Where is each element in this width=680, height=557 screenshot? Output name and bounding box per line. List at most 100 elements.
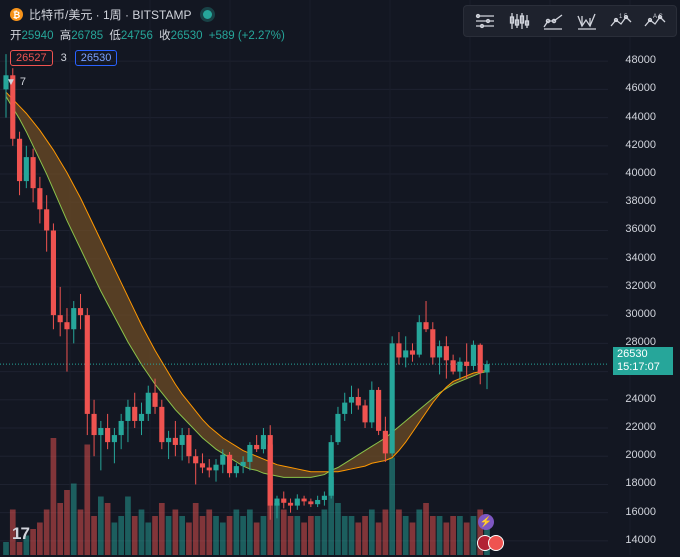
volume-bar [341,516,348,555]
volume-bar [152,516,158,555]
price-axis-tick: 40000 [625,167,656,180]
candle-body [450,360,456,372]
close-value: 26530 [170,30,203,42]
volume-bar [91,516,97,555]
flash-icon[interactable]: ⚡ [478,514,494,530]
candle-body [308,501,314,505]
candle-body [226,454,233,474]
volume-bar [423,503,429,555]
buy-button[interactable]: 26530 [74,50,118,66]
volume-bar [3,542,9,555]
candle-body [376,389,382,431]
bars-icon[interactable] [472,10,498,32]
candle-body [145,392,151,414]
ohlc-legend: 开25940 高26785 低24756 收26530 +589 (+2.27%… [10,27,288,43]
candle-body [382,430,388,454]
candle-body [287,502,294,506]
candle-body [403,350,409,358]
volume-bar [396,509,402,555]
candle-body [105,428,111,443]
volume-bar [436,516,443,555]
volume-bar [172,509,179,555]
price-axis-tick: 44000 [625,110,656,123]
candle-body [267,435,273,506]
volume-bar [138,509,145,555]
volume-bar [118,516,125,555]
volume-bar [9,509,16,555]
line-icon[interactable] [540,10,566,32]
event-flag-icon[interactable] [488,535,504,551]
volume-bar [43,509,50,555]
volume-bar [219,522,226,555]
tradingview-logo[interactable]: 17 [12,524,30,543]
open-label: 开 [10,30,22,42]
candle-body [281,498,287,503]
candle-body [328,442,334,496]
sell-button[interactable]: 26527 [10,50,53,66]
price-axis-tick: 34000 [625,251,656,264]
chevron-down-icon: ▼ [6,76,16,88]
candle-body [254,444,260,450]
indicators-toggle[interactable]: ▼ 7 [6,76,26,88]
volume-bar [186,522,192,555]
candle-body [484,364,490,373]
low-label: 低 [109,30,121,42]
volume-bar [463,522,470,555]
candle-body [64,322,70,330]
step-icon[interactable]: A C [642,10,668,32]
volume-bar [348,516,355,555]
volume-bar [37,522,43,555]
candle-body [321,495,327,500]
price-axis-tick: 36000 [625,223,656,236]
svg-text:A C: A C [653,14,663,20]
volume-bar [57,503,64,555]
candle-body [240,461,246,467]
hlc-icon[interactable] [574,10,600,32]
candle-body [443,346,449,361]
price-axis-tick: 18000 [625,477,656,490]
price-axis-tick: 16000 [625,505,656,518]
candle-body [91,413,97,436]
candle-body [294,498,300,506]
candle-body [342,402,348,414]
candle-body [396,343,402,358]
volume-bar [30,529,36,555]
high-value: 26785 [71,30,104,42]
area-icon[interactable]: 1 5 [608,10,634,32]
candle-body [166,437,172,443]
volume-bar [457,516,463,555]
candle-body [477,344,483,373]
volume-bar [125,496,131,555]
candle-body [457,361,463,372]
volume-bar [355,522,362,555]
candle-body [416,322,422,355]
candle-body [159,406,165,443]
volume-bar [321,509,328,555]
volume-bar [179,516,185,555]
volume-bar [450,516,456,555]
candle-body [57,315,63,323]
volume-bar [165,516,172,555]
volume-bar [97,496,104,555]
candle-body [389,343,395,454]
volume-bar [375,522,382,555]
candle-body [464,361,470,366]
candles-icon[interactable] [506,10,532,32]
volume-bar [158,503,165,555]
chart-type-toolbar: 1 5 A C [463,5,677,37]
candle-body [10,75,16,139]
last-price-value: 26530 [617,348,648,360]
candle-body [348,396,355,403]
symbol-title[interactable]: 比特币/美元 · 1周 · BITSTAMP [29,8,192,22]
price-axis-tick: 28000 [625,336,656,349]
candle-body [77,308,84,316]
svg-text:1 5: 1 5 [619,14,628,20]
volume-bar [50,438,57,555]
volume-bar [77,509,84,555]
candle-body [23,157,29,182]
volume-bar [308,516,314,555]
candle-body [335,413,341,443]
volume-bar [192,503,199,555]
candle-body [186,435,192,457]
